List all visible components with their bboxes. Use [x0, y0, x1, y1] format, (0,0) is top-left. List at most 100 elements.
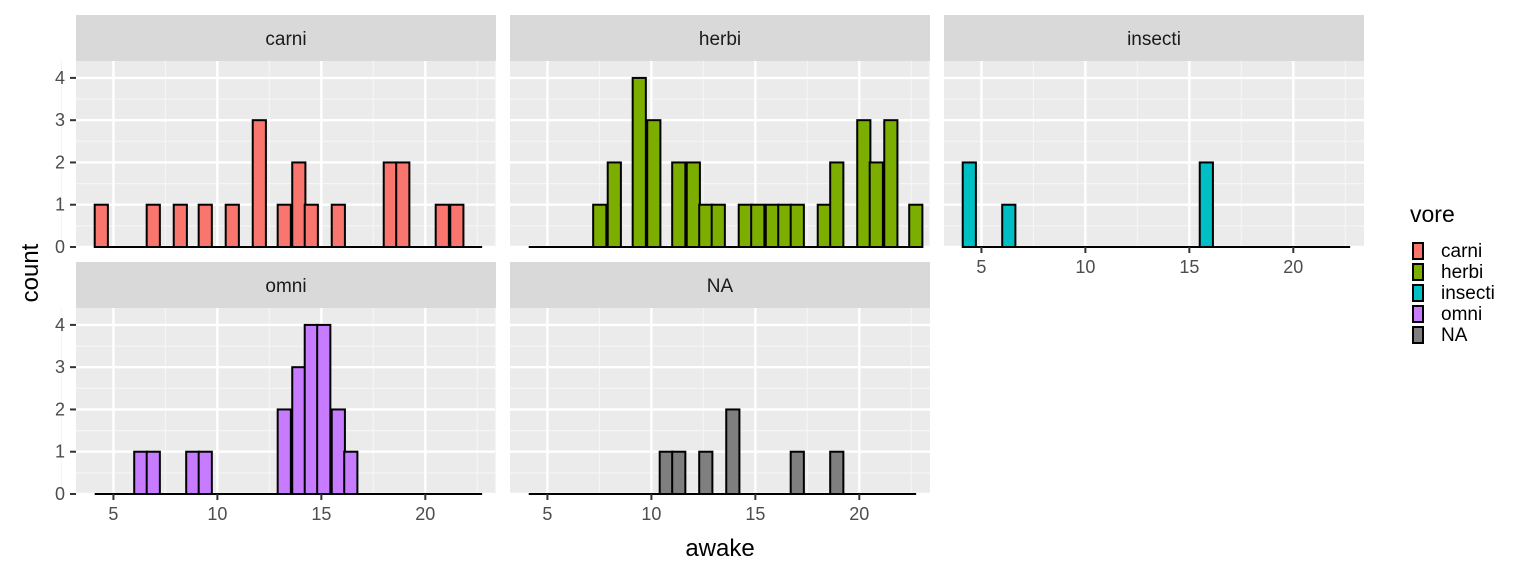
facet-panel-insecti: insecti 5 10 15 20 [928, 15, 1364, 277]
histogram-bar [434, 203, 450, 249]
histogram-bar [698, 450, 714, 495]
facet-strip-label: NA [707, 276, 734, 297]
histogram-bar [197, 450, 213, 495]
x-tick-label: 5 [976, 257, 986, 277]
legend-item-NA: NA [1412, 325, 1468, 346]
x-tick-label: 5 [108, 504, 118, 524]
histogram-bar [449, 203, 465, 249]
histogram-bar [710, 203, 726, 249]
y-tick-label: 0 [55, 484, 65, 504]
y-tick-label: 2 [55, 152, 65, 172]
histogram-bar [224, 203, 240, 249]
histogram-bar [343, 450, 359, 495]
y-axis-title: count [17, 243, 44, 302]
x-tick-label: 10 [1075, 257, 1095, 277]
histogram-bar [671, 161, 687, 248]
legend-label: herbi [1441, 262, 1483, 283]
facet-strip [944, 15, 1364, 61]
x-tick-label: 15 [745, 504, 765, 524]
x-axis-title: awake [685, 535, 754, 562]
histogram-bar [725, 408, 741, 496]
histogram-bar [737, 203, 753, 249]
histogram-bar [789, 203, 805, 249]
facet-panels: carni 0 1 2 3 4 herbi insecti 5 10 15 20 omni 0 1 2 3 4 5 1… [55, 15, 1364, 524]
histogram-bar [829, 161, 845, 248]
histogram-bar [646, 119, 662, 248]
histogram-bar [185, 450, 201, 495]
legend-key [1412, 284, 1424, 302]
histogram-bar [316, 323, 332, 495]
histogram-bar [382, 161, 398, 248]
histogram-bar [789, 450, 805, 495]
facet-panel-omni: omni 0 1 2 3 4 5 10 15 20 [55, 262, 496, 524]
x-tick-label: 20 [1283, 257, 1303, 277]
histogram-bar [291, 366, 307, 496]
histogram-bar [276, 203, 292, 249]
legend-item-insecti: insecti [1412, 283, 1495, 304]
histogram-bar [330, 203, 346, 249]
y-tick-label: 4 [55, 315, 65, 335]
facet-panel-carni: carni 0 1 2 3 4 [55, 15, 496, 257]
x-tick-label: 15 [311, 504, 331, 524]
histogram-bar [961, 161, 977, 248]
y-tick-label: 2 [55, 399, 65, 419]
y-tick-label: 3 [55, 110, 65, 130]
histogram-bar [1001, 203, 1017, 249]
histogram-bar [197, 203, 213, 249]
legend-label: omni [1441, 304, 1482, 325]
histogram-bar [251, 119, 267, 248]
x-tick-label: 15 [1179, 257, 1199, 277]
facet-strip-label: omni [265, 276, 306, 297]
histogram-bar [330, 408, 346, 496]
histogram-bar [698, 203, 714, 249]
x-tick-label: 20 [415, 504, 435, 524]
x-tick-label: 20 [849, 504, 869, 524]
histogram-bar [93, 203, 109, 249]
y-tick-label: 0 [55, 237, 65, 257]
x-tick-label: 10 [641, 504, 661, 524]
facet-strip-label: herbi [699, 29, 741, 50]
histogram-bar [303, 203, 319, 249]
histogram-bar [276, 408, 292, 496]
histogram-bar [685, 161, 701, 248]
y-tick-label: 1 [55, 195, 65, 215]
facet-strip-label: insecti [1127, 29, 1181, 50]
legend-key [1412, 242, 1424, 260]
histogram-bar [856, 119, 872, 248]
histogram-bar [671, 450, 687, 495]
legend-label: NA [1441, 325, 1468, 346]
histogram-bar [777, 203, 793, 249]
facet-strip [76, 262, 496, 308]
legend-item-omni: omni [1412, 304, 1482, 325]
legend-label: insecti [1441, 283, 1495, 304]
legend-key [1412, 326, 1424, 344]
facet-strip-label: carni [265, 29, 306, 50]
histogram-bar [883, 119, 899, 248]
histogram-bar [829, 450, 845, 495]
histogram-bar [172, 203, 188, 249]
histogram-bar [395, 161, 411, 248]
legend-key [1412, 263, 1424, 281]
histogram-bar [868, 161, 884, 248]
facet-strip [76, 15, 496, 61]
panel-background [510, 308, 930, 494]
legend-title: vore [1410, 201, 1455, 227]
histogram-bar [750, 203, 766, 249]
histogram-bar [303, 323, 319, 495]
legend-item-herbi: herbi [1412, 262, 1483, 283]
histogram-bar [291, 161, 307, 248]
facet-strip [510, 262, 930, 308]
histogram-bar [592, 203, 608, 249]
histogram-bar [764, 203, 780, 249]
histogram-bar [145, 450, 161, 495]
facet-panel-herbi: herbi [494, 15, 930, 249]
y-tick-label: 1 [55, 442, 65, 462]
legend-item-carni: carni [1412, 241, 1482, 262]
x-tick-label: 10 [207, 504, 227, 524]
histogram-bar [908, 203, 924, 249]
histogram-bar [145, 203, 161, 249]
histogram-bar [658, 450, 674, 495]
facet-panel-NA: NA 5 10 15 20 [494, 262, 930, 524]
legend-label: carni [1441, 241, 1482, 262]
